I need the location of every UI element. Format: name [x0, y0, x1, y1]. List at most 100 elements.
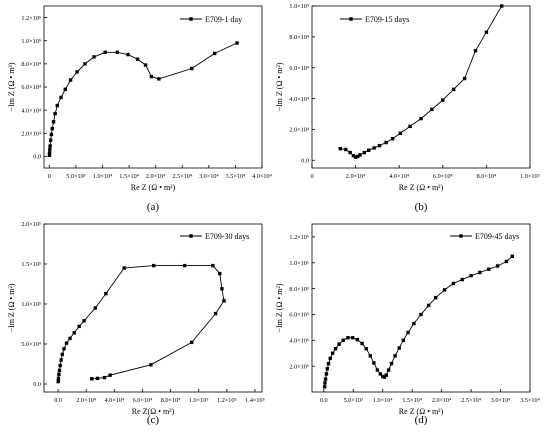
panel-2-x-tick-label: 2.0×10⁴	[346, 173, 366, 180]
panel-3-series-line	[57, 265, 225, 382]
panel-4-plot-frame	[311, 223, 531, 393]
panel-1-data-point	[149, 74, 154, 79]
panel-2-data-point	[408, 124, 412, 129]
panel-3-data-point	[104, 291, 108, 296]
panel-1-x-tick-label: 3.5×10⁴	[226, 173, 246, 180]
panel-3-x-tick-label: 1.4×10⁵	[245, 397, 265, 404]
panel-3-x-tick-label: 1.2×10⁵	[217, 397, 237, 404]
panel-2-y-tick-label: 6.0×10⁴	[289, 65, 309, 72]
panel-2-data-point	[377, 143, 382, 148]
panel-2-data-point	[353, 155, 358, 159]
panel-4-data-point	[487, 267, 491, 271]
panel-4-x-tick-label: 1.5×10⁴	[402, 397, 422, 404]
panel-1-data-point	[92, 55, 96, 59]
panel-1-x-tick-label: 1.0×10⁴	[93, 173, 113, 180]
panel-1-data-point	[75, 70, 79, 74]
panel-2-data-point	[351, 153, 356, 158]
panel-4-legend-label: E709-45 days	[475, 232, 519, 241]
panel-1-data-point	[49, 132, 54, 137]
panel-4-data-point	[368, 354, 373, 358]
panel-1-x-tick-label: 5.0×10³	[66, 173, 85, 180]
panel-3-label: (c)	[147, 414, 160, 426]
panel-4-data-point	[406, 330, 410, 335]
panel-1-y-tick-label: 0.0	[33, 154, 41, 161]
panel-3-data-point	[58, 363, 62, 368]
panel-2-data-point	[398, 131, 402, 135]
panel-2-legend-marker	[349, 17, 353, 21]
panel-1-data-point	[68, 78, 73, 82]
panel-1-x-tick-label: 0	[48, 173, 51, 180]
panel-1-x-tick-label: 2.5×10⁴	[172, 173, 192, 180]
panel-3-y-tick-label: 2.0×10⁵	[21, 221, 41, 228]
panel-2-x-axis-label: Re Z (Ω • m²)	[399, 183, 444, 192]
panel-4-y-tick-label: 1.2×10⁶	[289, 234, 309, 241]
panel-4-data-point	[350, 336, 355, 340]
panel-1-series-line	[48, 42, 238, 156]
panel-3-x-tick-label: 0.0	[54, 397, 62, 404]
panel-3-y-tick-label: 1.5×10⁵	[21, 261, 41, 268]
panel-4-data-point	[322, 385, 327, 389]
panel-3-data-point	[64, 341, 69, 345]
panel-3-data-point	[68, 336, 72, 341]
panel-3-data-point	[56, 379, 60, 384]
panel-1-data-point	[63, 87, 67, 92]
panel-3-data-point	[57, 368, 62, 373]
panel-4-x-tick-label: 5.0×10³	[344, 397, 363, 404]
panel-2-data-point	[473, 49, 478, 53]
panel-2-y-axis-label: −Im Z (Ω • m²)	[275, 62, 284, 111]
panel-2-y-tick-label: 2.0×10⁴	[289, 127, 309, 134]
panel-1-data-point	[48, 144, 52, 148]
panel-4-data-point	[393, 354, 397, 358]
panel-3-data-point	[189, 340, 194, 345]
panel-4-data-point	[426, 303, 431, 308]
panel-1-data-point	[143, 63, 148, 67]
panel-4-series-line	[324, 255, 513, 387]
panel-2-legend-label: E709-15 days	[365, 15, 409, 24]
panel-4-data-point	[333, 347, 338, 351]
panel-3-data-point	[122, 266, 126, 270]
panel-1-legend-label: E709-1 day	[205, 15, 242, 24]
panel-1-plot-frame	[43, 5, 263, 169]
panel-3-data-point	[149, 363, 153, 367]
panel-4-data-point	[434, 295, 438, 300]
panel-3-data-point	[59, 358, 63, 362]
panel-2-y-tick-label: 1.0×10⁵	[289, 3, 309, 10]
panel-2-x-tick-label: 1.0×10⁵	[520, 173, 540, 180]
panel-1-x-axis-label: Re Z (Ω • m²)	[131, 183, 176, 192]
panel-3-data-point	[62, 347, 66, 351]
panel-3-y-tick-label: 5.0×10⁴	[21, 341, 41, 348]
panel-3-data-point	[218, 271, 222, 276]
panel-4-data-point	[324, 372, 329, 376]
panel-4-x-tick-label: 2.0×10⁴	[432, 397, 452, 404]
panel-4-data-point	[469, 273, 473, 278]
panel-4-x-tick-label: 3.5×10⁴	[520, 397, 540, 404]
panel-2-data-point	[358, 153, 362, 157]
panel-2-y-tick-label: 0.0	[301, 157, 309, 164]
panel-4-data-point	[382, 375, 387, 379]
panel-1-data-point	[157, 77, 161, 81]
panel-4-data-point	[495, 264, 500, 268]
panel-2-data-point	[362, 150, 367, 155]
panel-1-data-point	[51, 120, 56, 124]
panel-1-data-point	[212, 51, 217, 56]
panel-3-data-point	[82, 319, 86, 323]
panel-1-x-tick-label: 2.0×10⁴	[146, 173, 166, 180]
panel-1-data-point	[190, 66, 194, 71]
panel-1-y-tick-label: 8.0×10⁴	[21, 61, 41, 68]
panel-1-data-point	[103, 50, 107, 54]
panel-4-label: (d)	[415, 414, 428, 426]
panel-3-data-point	[108, 373, 112, 377]
panel-4-x-axis-label: Re Z (Ω • m²)	[399, 407, 444, 416]
panel-3-data-point	[213, 311, 218, 316]
panel-3-data-point	[90, 377, 94, 381]
panel-2-y-tick-label: 4.0×10⁴	[289, 96, 309, 103]
panel-1-y-tick-label: 6.0×10⁴	[21, 84, 41, 91]
panel-2-data-point	[499, 4, 504, 8]
panel-1-data-point	[235, 41, 239, 45]
panel-4-data-point	[389, 361, 394, 366]
panel-3-x-tick-label: 1.0×10⁵	[189, 397, 209, 404]
panel-3-legend-label: E709-30 days	[205, 232, 249, 241]
panel-4-y-axis-label: −Im Z (Ω • m²)	[275, 283, 284, 332]
panel-3-plot-frame	[43, 223, 263, 393]
panel-4-data-point	[510, 254, 515, 259]
